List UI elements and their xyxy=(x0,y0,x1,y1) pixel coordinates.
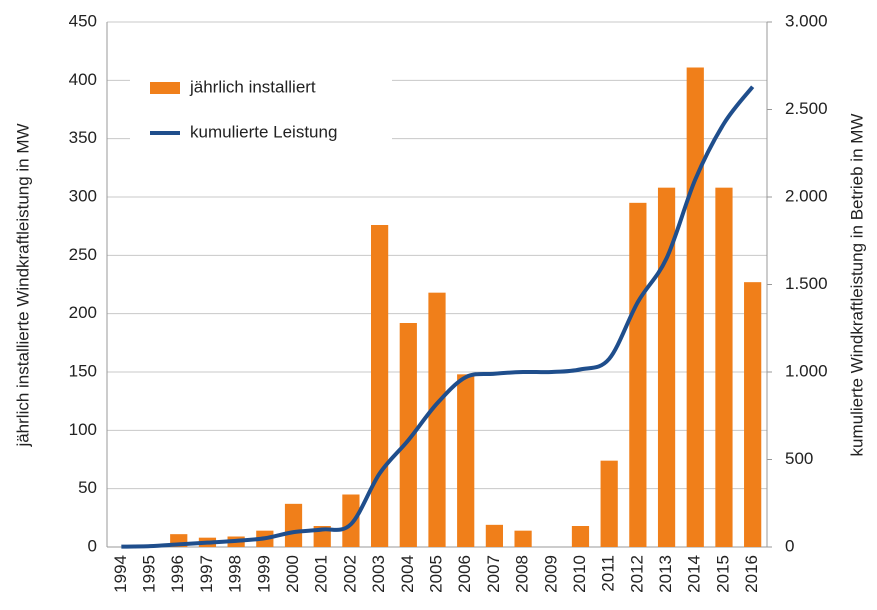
y-tick-label: 300 xyxy=(69,186,97,205)
x-tick-label: 2014 xyxy=(685,555,704,593)
x-tick-label: 1997 xyxy=(197,555,216,593)
y2-tick-label: 2.000 xyxy=(785,186,828,205)
y-tick-label: 100 xyxy=(69,420,97,439)
bar xyxy=(571,526,590,547)
line xyxy=(121,85,755,549)
y-tick-label: 200 xyxy=(69,303,97,322)
bar xyxy=(399,323,417,547)
bar xyxy=(715,187,733,547)
x-tick-label: 2001 xyxy=(312,555,331,593)
bar xyxy=(744,282,762,547)
y-tick-label: 150 xyxy=(69,361,97,380)
bar xyxy=(514,530,532,547)
bar xyxy=(600,460,618,547)
x-tick-label: 2003 xyxy=(369,555,388,593)
x-tick-label: 2012 xyxy=(627,555,646,593)
x-tick-label: 2005 xyxy=(426,555,445,593)
y-axis-label: jährlich installierte Windkraftleistung … xyxy=(13,123,32,447)
x-tick-label: 2011 xyxy=(599,555,618,592)
y-tick-label: 350 xyxy=(69,128,97,147)
y2-tick-label: 3.000 xyxy=(785,11,828,30)
bar xyxy=(342,494,360,547)
x-tick-label: 2002 xyxy=(340,555,359,593)
y2-tick-label: 0 xyxy=(785,536,794,555)
x-tick-label: 1995 xyxy=(140,555,159,593)
bar xyxy=(485,524,503,547)
x-tick-label: 2010 xyxy=(570,555,589,593)
legend-box xyxy=(130,62,392,157)
legend-label: jährlich installiert xyxy=(189,77,316,96)
x-tick-label: 2006 xyxy=(455,555,474,593)
y2-tick-label: 1.000 xyxy=(785,361,828,380)
y2-tick-label: 1.500 xyxy=(785,274,828,293)
y-tick-label: 50 xyxy=(78,478,97,497)
bar xyxy=(284,503,303,547)
x-tick-label: 1998 xyxy=(226,555,245,593)
y-tick-label: 400 xyxy=(69,70,97,89)
x-tick-label: 2000 xyxy=(283,555,302,593)
legend-swatch xyxy=(150,82,180,94)
bar xyxy=(686,67,704,547)
bar xyxy=(457,374,475,547)
x-tick-label: 2015 xyxy=(713,555,732,593)
y2-tick-label: 500 xyxy=(785,449,813,468)
y-tick-label: 450 xyxy=(69,11,97,30)
x-tick-label: 2016 xyxy=(742,555,761,593)
legend-label: kumulierte Leistung xyxy=(190,122,337,141)
x-tick-label: 1999 xyxy=(254,555,273,593)
x-tick-label: 2004 xyxy=(398,555,417,593)
x-tick-label: 2007 xyxy=(484,555,503,593)
bar xyxy=(428,292,446,547)
y-tick-label: 0 xyxy=(88,536,97,555)
y-tick-label: 250 xyxy=(69,245,97,264)
x-tick-label: 1994 xyxy=(111,555,130,593)
x-tick-label: 2009 xyxy=(541,555,560,593)
x-tick-label: 2013 xyxy=(656,555,675,593)
x-tick-label: 2008 xyxy=(513,555,532,593)
bar xyxy=(657,187,676,547)
y2-tick-label: 2.500 xyxy=(785,99,828,118)
x-tick-label: 1996 xyxy=(168,555,187,593)
bar xyxy=(629,202,647,548)
bar xyxy=(371,225,389,547)
y2-axis-label: kumulierte Windkraftleistung in Betrieb … xyxy=(847,114,866,457)
